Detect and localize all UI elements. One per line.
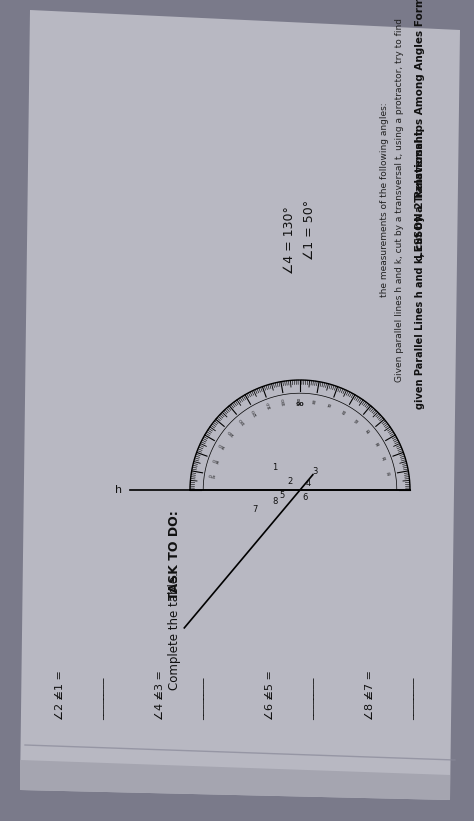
Text: Given parallel lines h and k, cut by a transversal t, using a protractor, try to: Given parallel lines h and k, cut by a t…: [395, 18, 404, 382]
Text: 5: 5: [279, 490, 284, 499]
Text: ____: ____: [95, 677, 105, 700]
Text: 80: 80: [313, 398, 318, 404]
Text: h: h: [115, 485, 122, 495]
Text: ∠8 =: ∠8 =: [365, 690, 375, 720]
Text: 90: 90: [296, 401, 304, 406]
Text: ∠5 =: ∠5 =: [265, 670, 275, 700]
Text: 70: 70: [328, 402, 334, 408]
Text: ∠7 =: ∠7 =: [365, 670, 375, 700]
Text: 4: 4: [305, 479, 310, 488]
Text: 7: 7: [252, 506, 258, 515]
Text: 170: 170: [207, 472, 215, 477]
Text: 20: 20: [382, 456, 388, 462]
Text: ∠4 =: ∠4 =: [155, 690, 165, 720]
Text: ____: ____: [305, 698, 315, 720]
Text: ____: ____: [405, 677, 415, 700]
Text: ____: ____: [195, 698, 205, 720]
Text: 8: 8: [272, 498, 278, 507]
Text: 10: 10: [386, 472, 392, 477]
Polygon shape: [20, 760, 450, 800]
Text: ∠1 =: ∠1 =: [55, 670, 65, 700]
Text: 120: 120: [251, 407, 259, 416]
Text: ____: ____: [305, 677, 315, 700]
Text: 40: 40: [366, 429, 373, 435]
Text: TASK TO DO:: TASK TO DO:: [168, 510, 182, 600]
Text: ____: ____: [95, 698, 105, 720]
Text: ∠3 =: ∠3 =: [155, 670, 165, 700]
Text: 3: 3: [312, 467, 318, 476]
Text: 50: 50: [355, 418, 361, 424]
Text: 140: 140: [227, 428, 235, 436]
Text: LESSON 2 Relationships Among Angles Formed: LESSON 2 Relationships Among Angles Form…: [415, 0, 425, 258]
Text: ∠6 =: ∠6 =: [265, 690, 275, 720]
Text: 100: 100: [282, 397, 287, 406]
Text: 160: 160: [211, 456, 219, 462]
Polygon shape: [20, 10, 460, 800]
Text: 6: 6: [302, 493, 308, 502]
Text: ∠4 = 130°: ∠4 = 130°: [283, 206, 297, 274]
Text: 90: 90: [298, 397, 302, 402]
Text: 110: 110: [266, 401, 273, 410]
Text: given Parallel Lines h and k, cut by a Transversal t: given Parallel Lines h and k, cut by a T…: [415, 131, 425, 409]
Text: Complete the table.: Complete the table.: [168, 572, 182, 690]
Text: ∠1 = 50°: ∠1 = 50°: [303, 200, 317, 260]
Text: 1: 1: [273, 464, 278, 473]
Text: ∠2 =: ∠2 =: [55, 690, 65, 720]
Text: the measurements of the following angles:: the measurements of the following angles…: [381, 103, 390, 297]
Text: 150: 150: [218, 441, 226, 448]
Text: 30: 30: [375, 442, 382, 448]
Text: ____: ____: [195, 677, 205, 700]
Text: 2: 2: [287, 478, 292, 487]
Text: ____: ____: [405, 698, 415, 720]
Text: 130: 130: [238, 416, 246, 425]
Text: 60: 60: [342, 409, 348, 415]
